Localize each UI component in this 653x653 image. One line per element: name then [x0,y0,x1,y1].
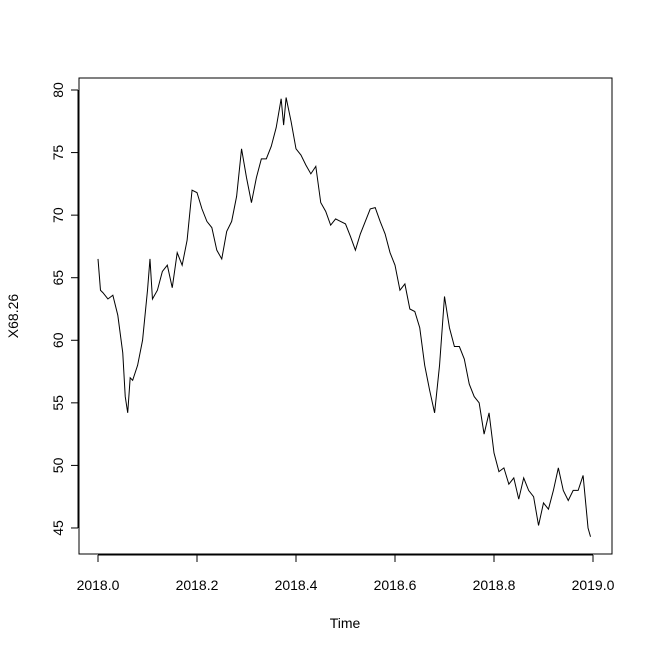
plot-box [78,77,613,555]
y-tick-label: 55 [50,395,66,411]
y-axis-label: X68.26 [5,294,21,339]
x-tick-label: 2018.8 [473,577,516,593]
y-tick-label: 70 [50,207,66,223]
y-tick-label: 65 [50,270,66,286]
x-tick-label: 2018.0 [77,577,120,593]
line-series [97,97,591,537]
x-tick-label: 2018.2 [176,577,219,593]
x-tick-label: 2018.4 [275,577,318,593]
x-tick-label: 2018.6 [374,577,417,593]
y-tick-label: 80 [50,82,66,98]
y-tick-label: 75 [50,145,66,161]
x-axis-label: Time [330,615,361,631]
y-tick-label: 50 [50,457,66,473]
y-tick-label: 45 [50,520,66,536]
y-tick-label: 60 [50,332,66,348]
x-tick-label: 2019.0 [572,577,615,593]
